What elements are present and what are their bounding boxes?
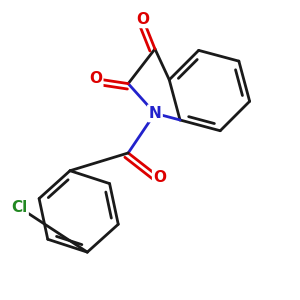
Text: Cl: Cl [11,200,27,215]
Text: N: N [148,106,161,121]
Text: O: O [153,170,167,185]
Text: O: O [89,71,102,86]
Text: O: O [136,12,150,27]
